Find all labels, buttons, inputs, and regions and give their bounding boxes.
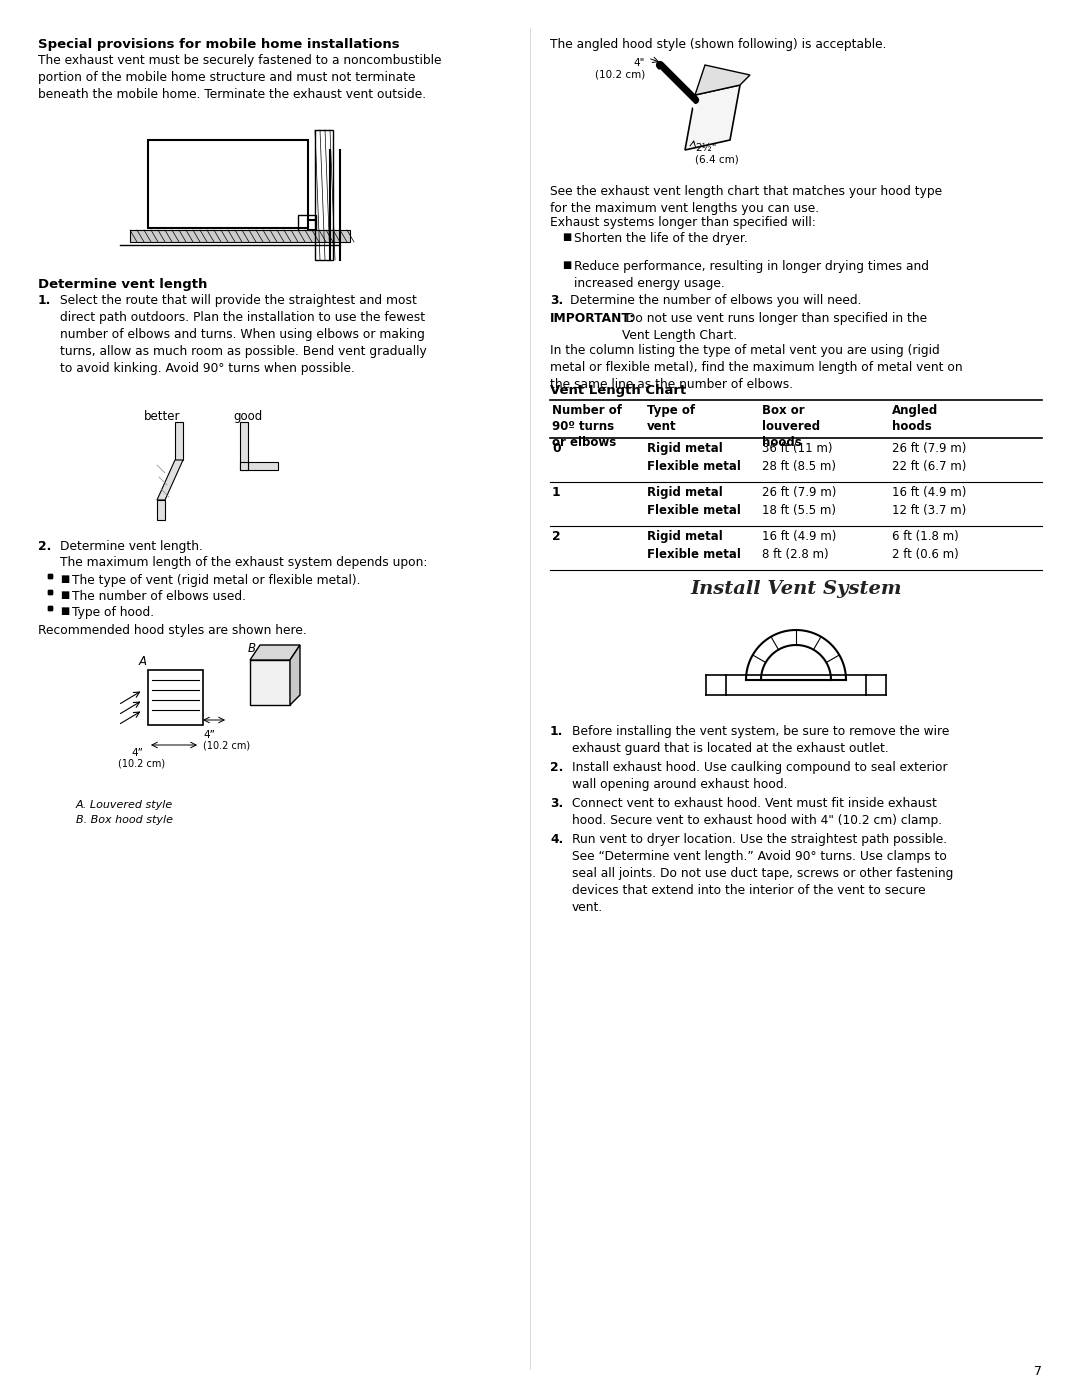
Text: Angled
hoods: Angled hoods	[892, 404, 939, 433]
Text: Do not use vent runs longer than specified in the
Vent Length Chart.: Do not use vent runs longer than specifi…	[622, 312, 927, 342]
Text: (10.2 cm): (10.2 cm)	[203, 740, 251, 752]
Text: Shorten the life of the dryer.: Shorten the life of the dryer.	[573, 232, 747, 244]
Text: The number of elbows used.: The number of elbows used.	[72, 590, 246, 604]
Text: 26 ft (7.9 m)
22 ft (6.7 m): 26 ft (7.9 m) 22 ft (6.7 m)	[892, 441, 967, 474]
Text: Determine vent length.: Determine vent length.	[60, 541, 203, 553]
Polygon shape	[249, 659, 291, 705]
Polygon shape	[130, 231, 350, 242]
Polygon shape	[240, 422, 248, 469]
Text: 7: 7	[1034, 1365, 1042, 1377]
Polygon shape	[249, 645, 300, 659]
Text: ■: ■	[60, 606, 69, 616]
Text: Run vent to dryer location. Use the straightest path possible.
See “Determine ve: Run vent to dryer location. Use the stra…	[572, 833, 954, 914]
Polygon shape	[157, 500, 165, 520]
Text: Connect vent to exhaust hood. Vent must fit inside exhaust
hood. Secure vent to : Connect vent to exhaust hood. Vent must …	[572, 798, 942, 827]
Text: Rigid metal
Flexible metal: Rigid metal Flexible metal	[647, 529, 741, 562]
Text: 4”: 4”	[203, 731, 215, 740]
Text: The maximum length of the exhaust system depends upon:: The maximum length of the exhaust system…	[60, 556, 428, 569]
Text: Install exhaust hood. Use caulking compound to seal exterior
wall opening around: Install exhaust hood. Use caulking compo…	[572, 761, 947, 791]
Text: Select the route that will provide the straightest and most
direct path outdoors: Select the route that will provide the s…	[60, 293, 427, 374]
Text: A: A	[139, 655, 147, 668]
Text: good: good	[233, 409, 262, 423]
Text: Determine the number of elbows you will need.: Determine the number of elbows you will …	[570, 293, 862, 307]
Text: 4.: 4.	[550, 833, 564, 847]
Polygon shape	[685, 85, 740, 149]
Text: Box or
louvered
hoods: Box or louvered hoods	[762, 404, 820, 448]
Text: ■: ■	[60, 574, 69, 584]
Text: ■: ■	[60, 590, 69, 599]
Polygon shape	[175, 422, 183, 460]
Text: Reduce performance, resulting in longer drying times and
increased energy usage.: Reduce performance, resulting in longer …	[573, 260, 929, 291]
Text: Install Vent System: Install Vent System	[690, 580, 902, 598]
Text: 4”: 4”	[131, 747, 143, 759]
Text: 2: 2	[552, 529, 561, 543]
Text: Special provisions for mobile home installations: Special provisions for mobile home insta…	[38, 38, 400, 52]
Text: Rigid metal
Flexible metal: Rigid metal Flexible metal	[647, 486, 741, 517]
Text: 26 ft (7.9 m)
18 ft (5.5 m): 26 ft (7.9 m) 18 ft (5.5 m)	[762, 486, 836, 517]
Text: 3.: 3.	[550, 798, 564, 810]
Text: 2½"
(6.4 cm): 2½" (6.4 cm)	[696, 142, 739, 165]
Text: 2.: 2.	[550, 761, 564, 774]
Text: IMPORTANT:: IMPORTANT:	[550, 312, 635, 326]
Text: B. Box hood style: B. Box hood style	[76, 814, 173, 826]
Text: 4"
(10.2 cm): 4" (10.2 cm)	[595, 59, 645, 80]
Text: Determine vent length: Determine vent length	[38, 278, 207, 291]
Text: The exhaust vent must be securely fastened to a noncombustible
portion of the mo: The exhaust vent must be securely fasten…	[38, 54, 442, 101]
Text: 1.: 1.	[550, 725, 564, 738]
Text: Number of
90º turns
or elbows: Number of 90º turns or elbows	[552, 404, 622, 448]
Text: Rigid metal
Flexible metal: Rigid metal Flexible metal	[647, 441, 741, 474]
Polygon shape	[291, 645, 300, 705]
Text: 36 ft (11 m)
28 ft (8.5 m): 36 ft (11 m) 28 ft (8.5 m)	[762, 441, 836, 474]
Text: 1.: 1.	[38, 293, 52, 307]
Text: 16 ft (4.9 m)
8 ft (2.8 m): 16 ft (4.9 m) 8 ft (2.8 m)	[762, 529, 836, 562]
Text: Type of hood.: Type of hood.	[72, 606, 154, 619]
Text: B: B	[248, 643, 256, 655]
Text: 0: 0	[552, 441, 561, 455]
Text: (10.2 cm): (10.2 cm)	[118, 759, 165, 768]
Text: better: better	[144, 409, 180, 423]
Polygon shape	[248, 462, 278, 469]
Text: 2.: 2.	[38, 541, 52, 553]
Text: A. Louvered style: A. Louvered style	[76, 800, 173, 810]
Text: ■: ■	[562, 232, 571, 242]
Text: In the column listing the type of metal vent you are using (rigid
metal or flexi: In the column listing the type of metal …	[550, 344, 962, 391]
Text: Before installing the vent system, be sure to remove the wire
exhaust guard that: Before installing the vent system, be su…	[572, 725, 949, 754]
Text: The type of vent (rigid metal or flexible metal).: The type of vent (rigid metal or flexibl…	[72, 574, 361, 587]
Text: Exhaust systems longer than specified will:: Exhaust systems longer than specified wi…	[550, 217, 815, 229]
Text: 3.: 3.	[550, 293, 564, 307]
Text: The angled hood style (shown following) is acceptable.: The angled hood style (shown following) …	[550, 38, 887, 52]
Text: 6 ft (1.8 m)
2 ft (0.6 m): 6 ft (1.8 m) 2 ft (0.6 m)	[892, 529, 959, 562]
Text: 1: 1	[552, 486, 561, 499]
Text: See the exhaust vent length chart that matches your hood type
for the maximum ve: See the exhaust vent length chart that m…	[550, 184, 942, 215]
Text: Type of
vent: Type of vent	[647, 404, 696, 433]
Text: Vent Length Chart: Vent Length Chart	[550, 384, 686, 397]
Polygon shape	[240, 462, 248, 469]
Polygon shape	[696, 66, 750, 95]
Polygon shape	[157, 460, 183, 500]
Text: ■: ■	[562, 260, 571, 270]
Text: 16 ft (4.9 m)
12 ft (3.7 m): 16 ft (4.9 m) 12 ft (3.7 m)	[892, 486, 967, 517]
Text: Recommended hood styles are shown here.: Recommended hood styles are shown here.	[38, 624, 307, 637]
